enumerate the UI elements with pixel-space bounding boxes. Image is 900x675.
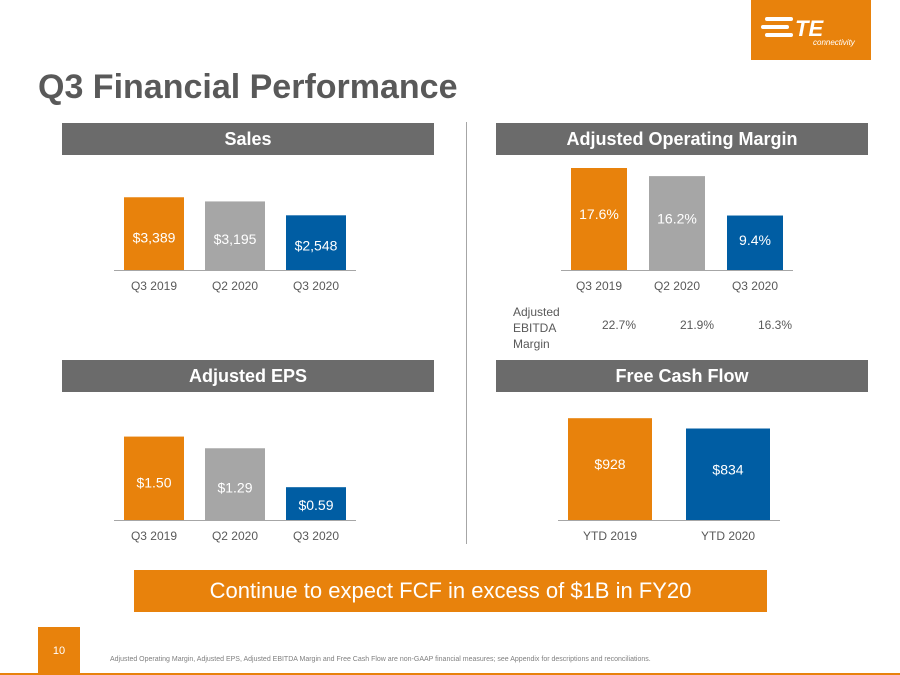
x-tick-label: Q3 2020	[732, 279, 778, 293]
te-logo-mark-icon: TE	[761, 16, 824, 41]
bar	[568, 418, 652, 520]
x-tick-label: Q3 2019	[576, 279, 622, 293]
te-connectivity-logo: TE connectivity	[751, 0, 871, 60]
bar-value-label: 16.2%	[657, 210, 697, 226]
x-tick-label: Q3 2020	[293, 279, 339, 293]
fcf-guidance-callout: Continue to expect FCF in excess of $1B …	[134, 570, 767, 612]
bar-value-label: 17.6%	[579, 206, 619, 222]
eps-panel-header: Adjusted EPS	[62, 360, 434, 392]
bar	[286, 487, 346, 520]
logo-brand: TE	[795, 16, 824, 41]
logo-tagline: connectivity	[813, 38, 855, 47]
bar-value-label: $834	[712, 462, 743, 478]
bar	[727, 215, 783, 270]
x-tick-label: Q2 2020	[654, 279, 700, 293]
bar-value-label: $3,195	[214, 231, 257, 247]
x-tick-label: YTD 2019	[583, 529, 637, 543]
footer-rule	[0, 673, 900, 675]
bar-value-label: $2,548	[295, 237, 338, 253]
bar	[124, 436, 184, 520]
x-tick-label: Q3 2020	[293, 529, 339, 543]
bar	[686, 428, 770, 520]
footnote: Adjusted Operating Margin, Adjusted EPS,…	[110, 656, 651, 663]
bar	[205, 448, 265, 520]
bar	[124, 197, 184, 270]
x-tick-label: Q3 2019	[131, 529, 177, 543]
bar-value-label: $1.29	[217, 480, 252, 496]
x-tick-label: Q2 2020	[212, 529, 258, 543]
bar-value-label: $1.50	[136, 474, 171, 490]
bar-value-label: $928	[594, 456, 625, 472]
panel-divider	[466, 122, 467, 544]
ebitda-margin-value: 21.9%	[679, 318, 715, 332]
fcf-panel-header: Free Cash Flow	[496, 360, 868, 392]
fcf-bar-chart: $928 YTD 2019 $834 YTD 2020	[558, 418, 780, 543]
bar	[286, 215, 346, 270]
operating-margin-bar-chart: 17.6% Q3 2019 16.2% Q2 2020 9.4% Q3 2020	[561, 168, 793, 293]
bar-value-label: $3,389	[133, 229, 176, 245]
sales-panel-header: Sales	[62, 123, 434, 155]
bar	[571, 168, 627, 270]
page-number: 10	[38, 627, 80, 673]
bar-value-label: $0.59	[298, 497, 333, 513]
x-tick-label: Q3 2019	[131, 279, 177, 293]
page-title: Q3 Financial Performance	[38, 68, 458, 106]
eps-bar-chart: $1.50 Q3 2019 $1.29 Q2 2020 $0.59 Q3 2020	[114, 436, 356, 543]
operating-margin-panel-header: Adjusted Operating Margin	[496, 123, 868, 155]
x-tick-label: Q2 2020	[212, 279, 258, 293]
sales-bar-chart: $3,389 Q3 2019 $3,195 Q2 2020 $2,548 Q3 2020	[114, 197, 356, 293]
ebitda-margin-value: 16.3%	[757, 318, 793, 332]
ebitda-margin-label: Adjusted EBITDA Margin	[513, 305, 560, 351]
ebitda-margin-value: 22.7%	[601, 318, 637, 332]
bar-value-label: 9.4%	[739, 232, 771, 248]
bar	[649, 176, 705, 270]
bar	[205, 201, 265, 270]
x-tick-label: YTD 2020	[701, 529, 755, 543]
